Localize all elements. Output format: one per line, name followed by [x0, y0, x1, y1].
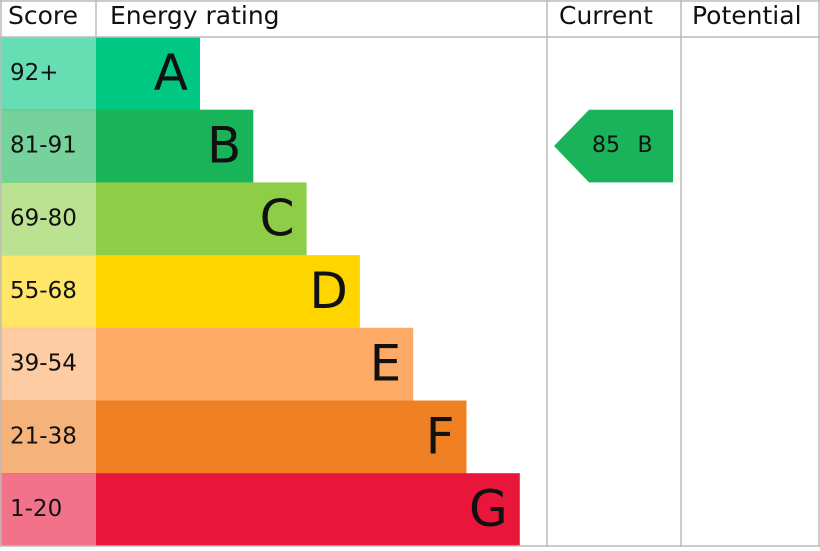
rating-bar [96, 182, 307, 256]
header-current: Current [559, 1, 653, 30]
score-label: 92+ [10, 60, 59, 86]
rating-bar [96, 255, 360, 329]
rating-bar [96, 109, 254, 183]
rating-bar [96, 400, 467, 474]
rating-bar [96, 37, 200, 111]
score-label: 69-80 [10, 205, 77, 231]
rating-letter: B [207, 117, 241, 175]
score-cell [0, 109, 96, 183]
score-label: 1-20 [10, 496, 62, 522]
score-cell [0, 37, 96, 111]
score-label: 81-91 [10, 133, 77, 159]
rows: 92+ A 81-91 B 69-80 C 55-68 D 39-54 E 21-38 F 1-20 G [0, 37, 520, 547]
rating-letter: G [469, 480, 508, 538]
header-energy-rating: Energy rating [110, 1, 280, 30]
current-indicator: 85 B [554, 109, 673, 183]
score-label: 39-54 [10, 351, 77, 377]
header-potential: Potential [692, 1, 802, 30]
score-label: 21-38 [10, 423, 77, 449]
score-cell [0, 255, 96, 329]
rating-letter: C [260, 189, 295, 247]
score-label: 55-68 [10, 278, 77, 304]
current-arrow [554, 109, 673, 183]
rating-letter: F [426, 407, 455, 465]
rating-letter: D [309, 262, 348, 320]
rating-bar [96, 473, 520, 547]
rating-letter: E [370, 335, 402, 393]
score-cell [0, 473, 96, 547]
header-score: Score [8, 1, 78, 30]
score-cell [0, 400, 96, 474]
score-cell [0, 327, 96, 401]
current-rating: B [637, 133, 652, 158]
rating-letter: A [154, 44, 188, 102]
rating-bar [96, 327, 414, 401]
current-score: 85 [592, 133, 620, 158]
score-cell [0, 182, 96, 256]
